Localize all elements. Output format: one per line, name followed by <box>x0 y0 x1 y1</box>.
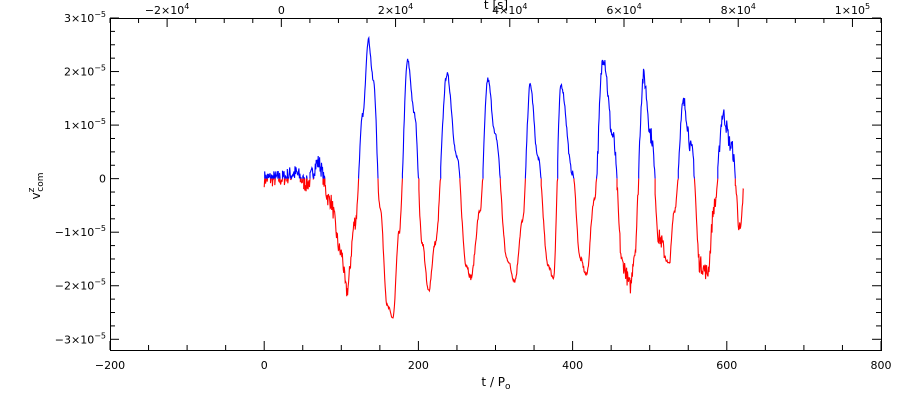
y-tick-label: −2×10−5 <box>55 278 106 293</box>
x2-tick-label: −2×104 <box>145 2 190 17</box>
series-negative-segment <box>279 178 284 185</box>
series-positive-segment <box>313 155 324 179</box>
y-tick-label: 1×10−5 <box>64 117 106 132</box>
x-tick-label: 800 <box>871 359 892 372</box>
series-negative-segment <box>459 178 484 281</box>
y-tick-label: 2×10−5 <box>64 64 106 79</box>
series-positive-segment <box>440 72 461 179</box>
series-positive-segment <box>279 172 281 179</box>
plot-area <box>263 35 745 319</box>
x2-tick-label: 6×104 <box>606 2 641 17</box>
series-positive-segment <box>264 171 266 179</box>
series-negative-segment <box>322 178 325 185</box>
series-negative-segment <box>286 178 288 182</box>
x2-tick-label: 2×104 <box>378 2 413 17</box>
series-negative-segment <box>271 178 274 187</box>
series-positive-segment <box>306 175 308 179</box>
series-positive-segment <box>290 166 301 180</box>
axis-ticks <box>109 17 882 350</box>
series-positive-segment <box>557 82 575 179</box>
x-tick-label: −200 <box>95 359 125 372</box>
series-positive-segment <box>401 58 420 179</box>
series-positive-segment <box>270 174 273 179</box>
series-negative-segment <box>266 178 269 182</box>
y-tick-label: 0 <box>99 173 106 186</box>
series-positive-segment <box>284 174 288 179</box>
series-negative-segment <box>278 178 281 184</box>
series-positive-segment <box>596 59 618 179</box>
series-negative-segment <box>264 178 267 184</box>
x-tick-label: 400 <box>562 359 583 372</box>
series-positive-segment <box>323 175 326 179</box>
x-axis-title: t / Po <box>481 375 511 392</box>
series-negative-segment <box>287 178 289 184</box>
series-positive-segment <box>482 77 501 179</box>
series-negative-segment <box>499 178 526 283</box>
x2-tick-label: 1×105 <box>835 2 870 17</box>
series-positive-segment <box>274 171 280 180</box>
series-positive-segment <box>303 177 306 179</box>
x-tick-label: 600 <box>716 359 737 372</box>
series-positive-segment <box>717 109 736 179</box>
series-positive-segment <box>265 174 268 179</box>
x2-axis-title: t [s] <box>484 0 508 12</box>
series-positive-segment <box>272 175 274 179</box>
series-positive-segment <box>524 82 542 179</box>
series-negative-segment <box>693 178 719 280</box>
series-negative-segment <box>290 178 292 181</box>
series-negative-segment <box>300 178 304 184</box>
y-tick-label: −3×10−5 <box>55 331 106 346</box>
series-negative-segment <box>306 178 311 190</box>
y-axis-title: vzcom <box>27 172 46 199</box>
series-negative-segment <box>263 178 266 188</box>
x-tick-label: 200 <box>408 359 429 372</box>
series-negative-segment <box>283 178 286 186</box>
series-negative-segment <box>299 178 302 183</box>
y-tick-label: 3×10−5 <box>64 10 106 25</box>
x2-tick-label: 8×104 <box>721 2 756 17</box>
series-negative-segment <box>540 178 559 281</box>
series-positive-segment <box>677 97 696 179</box>
series-positive-segment <box>267 173 272 179</box>
series-negative-segment <box>573 178 598 277</box>
series-negative-segment <box>274 178 276 186</box>
series-positive-segment <box>309 166 314 179</box>
series-negative-segment <box>654 178 679 264</box>
x-tick-label: 0 <box>261 359 268 372</box>
series-positive-segment <box>287 167 292 179</box>
series-negative-segment <box>324 178 360 297</box>
series-negative-segment <box>734 178 745 231</box>
series-negative-segment <box>304 178 308 192</box>
series-positive-segment <box>358 35 379 179</box>
series-positive-segment <box>286 168 289 179</box>
x2-tick-label: 0 <box>278 4 285 17</box>
y-tick-label: −1×10−5 <box>55 224 106 239</box>
x2-tick-label: 4×104 <box>492 2 527 17</box>
series-negative-segment <box>303 178 305 190</box>
series-positive-segment <box>322 171 325 179</box>
series-positive-segment <box>273 171 276 179</box>
series-negative-segment <box>418 178 442 293</box>
series-positive-segment <box>300 177 302 179</box>
series-positive-segment <box>638 68 656 179</box>
plot-frame <box>110 18 882 351</box>
series-negative-segment <box>616 178 640 294</box>
series-positive-segment <box>281 170 285 179</box>
series-negative-segment <box>269 178 272 184</box>
series-positive-segment <box>302 173 305 179</box>
tick-labels: −200 0 200 400 600 800 −2×104 0 2×104 4×104 6×104 8… <box>55 2 892 372</box>
series-negative-segment <box>377 178 403 319</box>
